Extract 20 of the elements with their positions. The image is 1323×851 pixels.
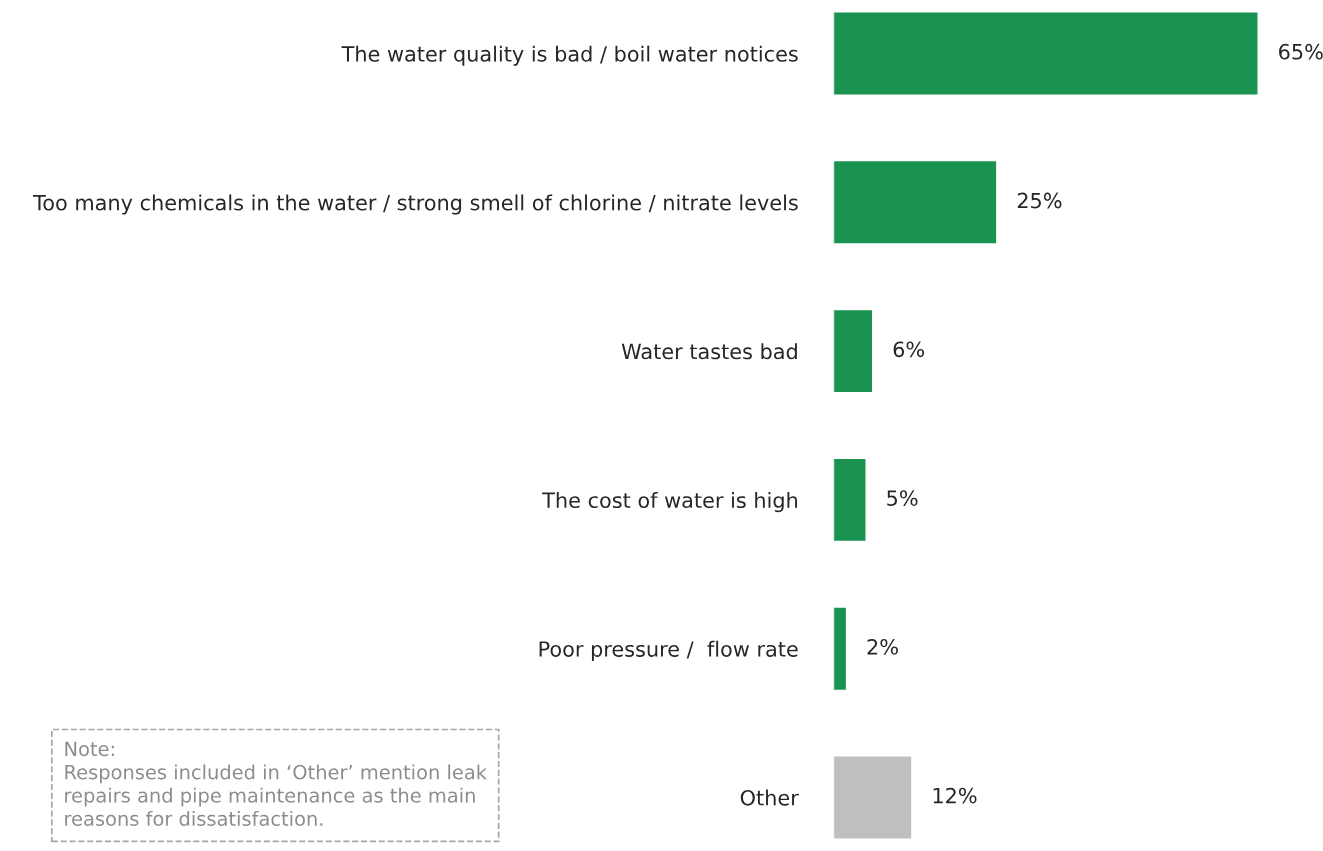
data-label: 25% — [1017, 192, 1062, 209]
y-tick-label: Poor pressure / flow rate — [539, 640, 798, 661]
data-label: 2% — [867, 638, 898, 655]
data-label: 12% — [933, 787, 977, 804]
y-tick-label: The water quality is bad / boil water notices — [341, 45, 798, 66]
data-label: 5% — [887, 490, 918, 506]
y-tick-label: Water tastes bad — [621, 343, 797, 360]
text: Note: — [65, 741, 114, 757]
bar — [833, 755, 913, 840]
text: Responses included in ‘Other’ mention leak repairs and pipe maintenance as the main reasons for dissatisfaction. — [65, 764, 487, 826]
data-label: 65% — [1279, 43, 1323, 60]
data-label: 6% — [893, 341, 925, 358]
y-tick-label: The cost of water is high — [542, 491, 798, 513]
bar — [833, 308, 874, 394]
bar — [833, 11, 1259, 96]
bar — [833, 457, 867, 543]
y-tick-label: Too many chemicals in the water / strong smell of chlorine / nitrate levels — [33, 194, 798, 215]
bar — [833, 606, 848, 692]
y-tick-label: Other — [740, 789, 799, 806]
bar — [833, 159, 998, 245]
